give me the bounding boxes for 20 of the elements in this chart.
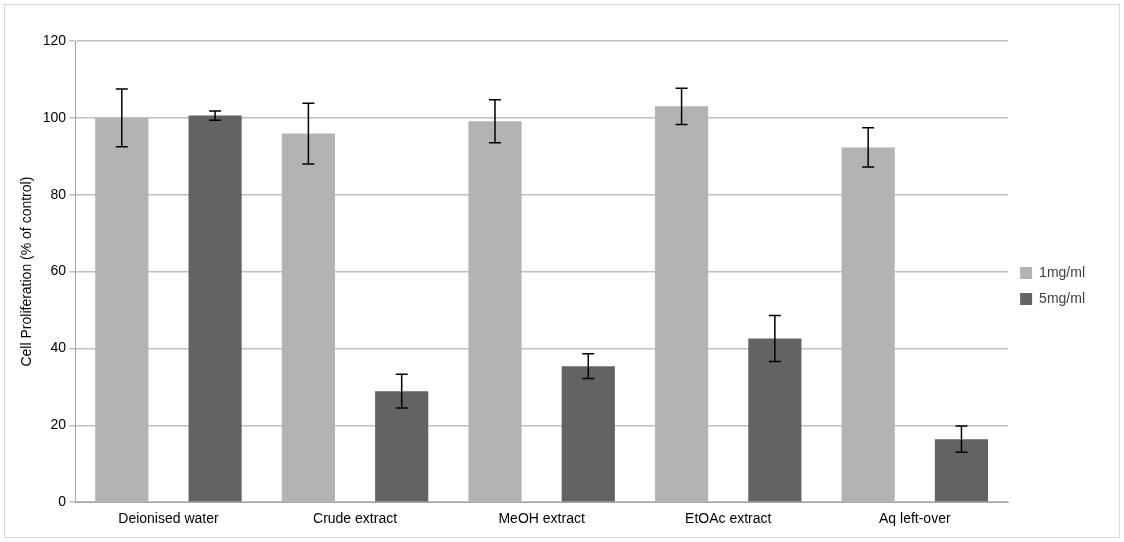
x-tick-label: Crude extract [313, 510, 398, 527]
legend-label: 5mg/ml [1039, 289, 1086, 306]
bar [748, 338, 802, 502]
y-tick-label: 100 [42, 108, 67, 125]
y-tick-label: 20 [50, 416, 67, 433]
bar [934, 439, 989, 502]
bar [375, 391, 429, 502]
y-axis-title: Cell Proliferation (% of control) [18, 176, 35, 367]
y-tick-label: 120 [42, 31, 67, 48]
bar [188, 115, 242, 502]
legend-label: 1mg/ml [1039, 263, 1086, 280]
bar [561, 366, 615, 502]
x-tick-label: Deionised water [118, 510, 219, 527]
y-tick-label: 40 [50, 339, 67, 356]
y-tick-label: 60 [50, 262, 67, 279]
y-tick-label: 80 [50, 185, 67, 202]
x-tick-label: Aq left-over [879, 510, 951, 527]
x-tick-label: MeOH extract [498, 510, 585, 527]
y-tick-label: 0 [58, 493, 67, 510]
x-tick-label: EtOAc extract [685, 510, 772, 527]
